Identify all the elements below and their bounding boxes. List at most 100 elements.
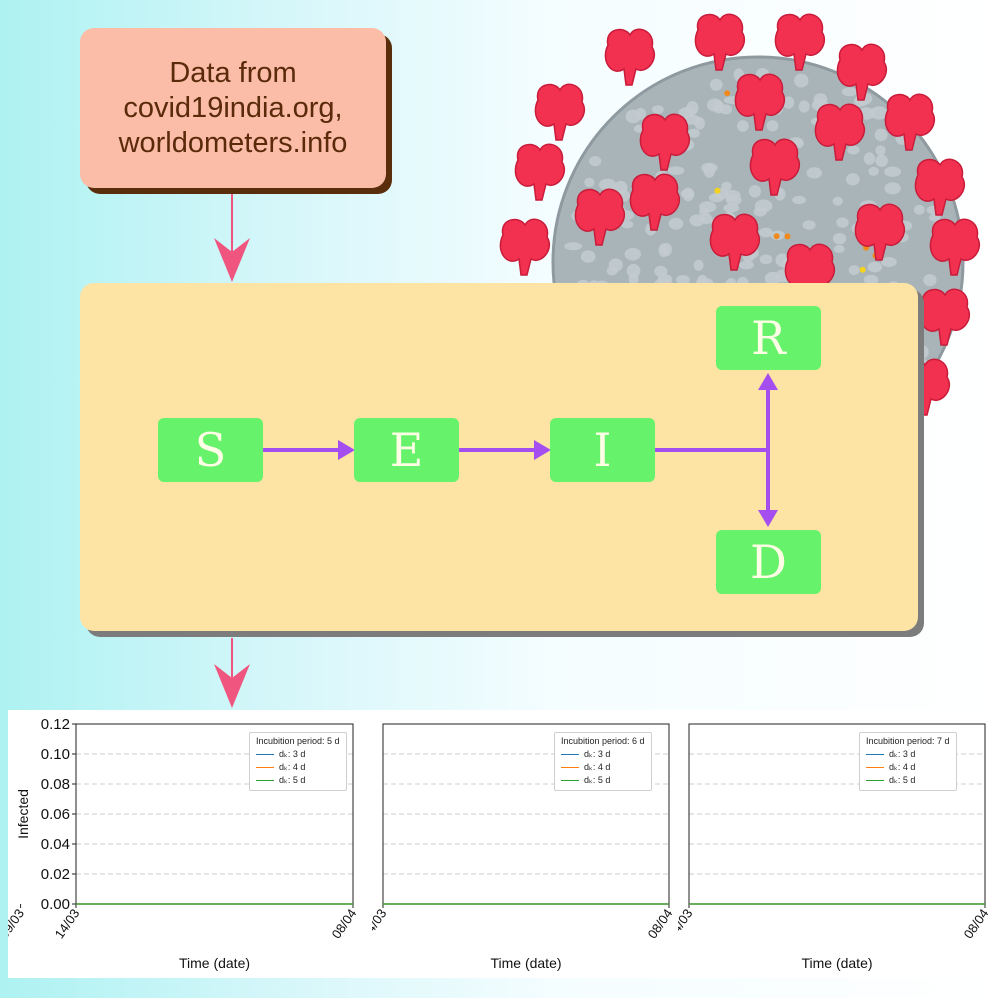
virus-texture-cell [884, 182, 901, 195]
virus-texture-cell [792, 195, 807, 205]
virus-texture-cell [847, 145, 860, 155]
virus-texture-cell [668, 217, 684, 230]
virus-spike [639, 113, 691, 171]
virus-spike [514, 143, 566, 201]
y-tick-label: 0.04 [41, 836, 70, 853]
y-axis-label: Infected [15, 789, 31, 839]
virus-texture-cell [798, 100, 810, 113]
virus-texture-cell [881, 257, 897, 267]
virus-texture-cell [589, 156, 602, 167]
virus-texture-dot [714, 187, 721, 194]
virus-spike [836, 43, 888, 101]
chart-incubation-5d: 0.00 0.02 0.04 0.06 0.08 0.10 0.12 Infected 14/0… [0, 710, 747, 978]
virus-texture-cell [863, 274, 879, 285]
legend-label: dₖ: 4 d [279, 762, 306, 772]
virus-texture-cell [913, 204, 925, 215]
virus-texture-cell [832, 196, 843, 206]
virus-spike [604, 28, 656, 86]
virus-texture-cell [608, 258, 623, 272]
virus-texture-cell [721, 181, 732, 191]
virus-texture-cell [874, 128, 888, 142]
virus-spike-head [639, 113, 691, 171]
chart-legend: Incubition period: 7 d dₖ: 3 d dₖ: 4 d d… [859, 732, 957, 791]
source-line-2: covid19india.org, [123, 91, 343, 124]
virus-spike-head [534, 83, 586, 141]
legend-label: dₖ: 4 d [889, 762, 916, 772]
virus-texture-cell [884, 166, 902, 177]
virus-texture-cell [614, 180, 628, 195]
data-flow-arrow [214, 192, 250, 282]
virus-texture-cell [708, 193, 725, 203]
virus-texture-cell [794, 73, 809, 88]
model-arrows [263, 373, 778, 527]
virus-texture-cell [833, 244, 845, 253]
y-tick-label: 0.02 [41, 866, 70, 883]
x-axis-label: Time (date) [179, 955, 250, 971]
output-flow-arrow [214, 638, 250, 708]
virus-spike-head [884, 93, 936, 151]
virus-texture-cell [676, 275, 690, 285]
virus-texture-cell [766, 120, 779, 132]
virus-texture-cell [693, 259, 704, 271]
legend-title: Incubition period: 5 d [256, 736, 340, 746]
virus-texture-cell [624, 247, 641, 261]
charts-strip: 0.00 0.02 0.04 0.06 0.08 0.10 0.12 Infected 14/0… [0, 710, 992, 978]
virus-spike-head [629, 173, 681, 231]
source-line-3: worldometers.info [118, 126, 348, 159]
chart-plot: 14/0313/0413/0512/0612/0711/0811/0910/10… [605, 723, 991, 971]
virus-texture-dot [784, 233, 791, 240]
virus-texture-cell [870, 106, 888, 120]
y-tick-label: 0.08 [41, 776, 70, 793]
legend-label: dₖ: 5 d [584, 775, 611, 785]
seird-model-panel: S E I R D [80, 283, 918, 631]
x-tick-label: 08/04 [645, 906, 676, 941]
virus-texture-cell [875, 154, 888, 167]
virus-spike [734, 73, 786, 131]
y-tick-label: 0.12 [41, 716, 70, 733]
compartment-s: S [158, 418, 263, 482]
virus-spike [534, 83, 586, 141]
virus-texture-cell [836, 217, 849, 228]
virus-spike [574, 188, 626, 246]
virus-spike [499, 218, 551, 276]
virus-texture-cell [806, 167, 823, 179]
virus-texture-cell [754, 199, 773, 213]
data-source-box: Data from covid19india.org, worldometers… [80, 28, 386, 188]
virus-texture-dot [724, 90, 731, 97]
compartment-e: E [354, 418, 459, 482]
y-tick-label: 0.00 [41, 896, 70, 913]
legend-title: Incubition period: 6 d [561, 736, 645, 746]
legend-entry: dₖ: 4 d [256, 761, 340, 774]
virus-texture-cell [764, 271, 781, 285]
virus-spike-head [574, 188, 626, 246]
chart-incubation-6d: 14/0313/0413/0512/0612/0711/0811/0910/10… [301, 710, 733, 978]
legend-entry: dₖ: 4 d [561, 761, 645, 774]
virus-spike [694, 13, 746, 71]
legend-entry: dₖ: 5 d [256, 774, 340, 787]
virus-spike-head [499, 218, 551, 276]
virus-texture-cell [654, 265, 668, 277]
virus-spike-head [694, 13, 746, 71]
virus-texture-cell [723, 203, 740, 213]
virus-texture-cell [923, 274, 937, 287]
chart-incubation-7d: 14/0313/0413/0512/0612/0711/0811/0910/10… [605, 710, 992, 978]
x-axis-label: Time (date) [490, 955, 561, 971]
virus-texture-cell [916, 345, 929, 359]
virus-texture-cell [580, 250, 596, 263]
virus-texture-cell [694, 117, 705, 130]
virus-texture-cell [759, 227, 773, 238]
virus-texture-cell [667, 166, 685, 175]
virus-texture-cell [867, 261, 883, 273]
virus-texture-cell [621, 220, 634, 229]
virus-spike-head [836, 43, 888, 101]
virus-spike-head [854, 203, 906, 261]
legend-entry: dₖ: 4 d [866, 761, 950, 774]
virus-texture-cell [832, 233, 847, 245]
legend-entry: dₖ: 5 d [561, 774, 645, 787]
virus-texture-cell [680, 189, 695, 199]
virus-texture-cell [699, 207, 710, 217]
virus-spike [854, 203, 906, 261]
virus-spike [629, 173, 681, 231]
virus-spike [884, 93, 936, 151]
virus-spike-head [709, 213, 761, 271]
